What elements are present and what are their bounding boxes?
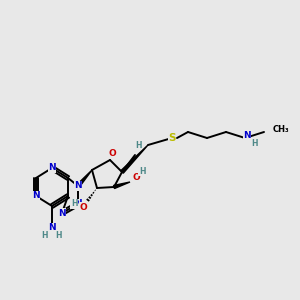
Text: H: H [56, 232, 62, 241]
Text: CH₃: CH₃ [273, 124, 290, 134]
Text: H: H [135, 140, 141, 149]
Text: H: H [71, 200, 77, 208]
Polygon shape [121, 145, 148, 173]
Text: O: O [108, 149, 116, 158]
Text: N: N [74, 200, 82, 208]
Text: H: H [41, 232, 47, 241]
Text: S: S [168, 133, 176, 143]
Text: N: N [48, 164, 56, 172]
Text: O: O [79, 202, 87, 211]
Text: H: H [251, 139, 257, 148]
Text: O: O [132, 172, 140, 182]
Polygon shape [113, 182, 130, 188]
Polygon shape [77, 170, 92, 187]
Text: N: N [74, 182, 82, 190]
Text: N: N [32, 191, 40, 200]
Text: H: H [139, 167, 145, 176]
Text: N: N [58, 208, 66, 217]
Text: N: N [243, 130, 251, 140]
Text: N: N [48, 224, 56, 232]
